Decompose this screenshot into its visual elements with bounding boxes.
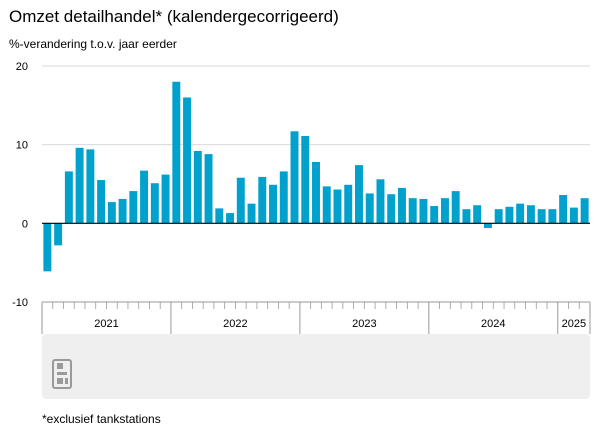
bar [236,177,245,224]
y-tick-label: 10 [16,140,28,152]
bar [312,161,320,224]
bar [301,136,310,224]
bar [419,198,428,224]
bar [322,186,331,224]
bar [569,207,578,224]
bar [462,209,471,224]
timeline-band [42,334,590,399]
bar [526,205,535,224]
y-tick-label: 20 [16,61,28,73]
y-tick-label: 0 [22,218,28,230]
bar [204,154,213,224]
bar [86,149,95,224]
bar [387,194,396,224]
bar [269,184,277,224]
year-label: 2025 [562,318,586,330]
year-labels: 2021 2022 2023 2024 2025 [94,318,586,330]
bar [140,170,149,224]
bar [118,198,127,224]
footnote: *exclusief tankstations [42,412,161,426]
bar [64,171,73,224]
bar [376,179,385,224]
bar [54,223,63,246]
bar [97,180,106,224]
bar [365,193,374,224]
bar [440,198,449,224]
bar [537,209,546,224]
y-tick-labels: -10 0 10 20 [12,61,28,309]
bar [290,131,299,224]
bar [193,150,202,224]
bar [580,198,589,224]
bar [150,183,159,224]
bar [258,176,267,224]
bars [43,81,589,272]
bar [129,191,138,224]
bar [430,206,439,224]
year-label: 2024 [481,318,505,330]
bar [473,205,482,224]
year-label: 2022 [223,318,247,330]
bar [548,209,557,224]
bar [215,208,224,224]
bar [559,195,568,224]
chart-title: Omzet detailhandel* (kalendergecorrigeer… [9,7,339,26]
bar [494,209,503,224]
bar [226,213,235,224]
bar [505,206,514,224]
bar [355,165,363,224]
y-axis-label: %-verandering t.o.v. jaar eerder [9,37,177,51]
bar [333,189,342,224]
bar [408,198,417,224]
bar [183,97,192,224]
year-label: 2023 [352,318,376,330]
bar [247,203,256,224]
bar [279,171,288,224]
bar [483,223,492,229]
cbs-logo-icon [52,359,72,389]
x-axis [41,222,591,334]
bar [397,187,406,224]
bar [451,191,460,224]
bar [75,147,84,224]
bar [172,81,181,224]
bar [161,174,170,224]
bar [107,202,116,224]
year-label: 2021 [94,318,118,330]
bar [344,184,353,224]
y-tick-label: -10 [12,297,28,309]
bar [43,223,52,272]
bar [516,203,525,224]
